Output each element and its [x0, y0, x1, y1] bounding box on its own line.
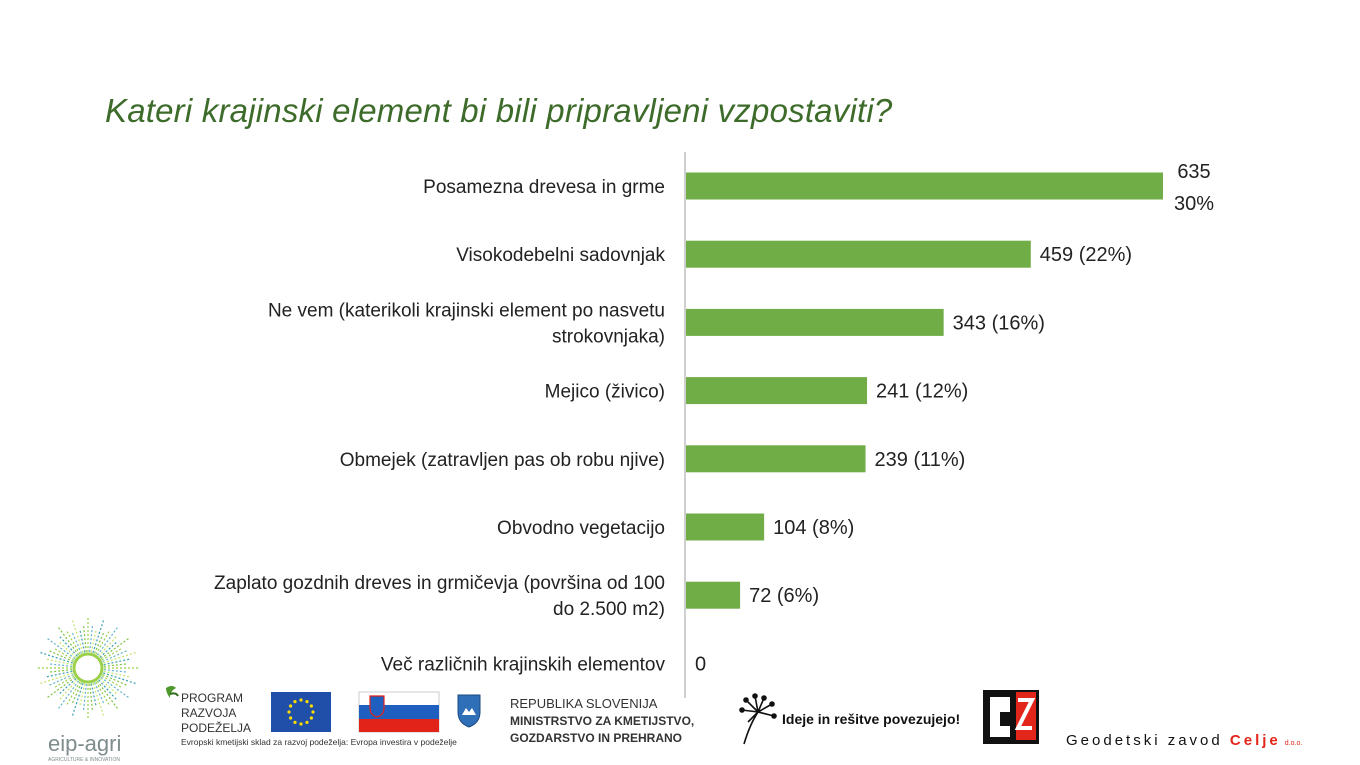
eu-flag-icon — [271, 692, 331, 732]
ministry-line3: GOZDARSTVO IN PREHRANO — [510, 731, 682, 745]
bar — [686, 513, 765, 541]
prp-logo: PROGRAM RAZVOJA PODEŽELJA Evropski kmeti… — [166, 686, 457, 747]
category-label: Obvodno vegetacijo — [497, 518, 665, 539]
bar — [686, 240, 1031, 268]
data-label: 104 (8%) — [773, 517, 854, 539]
bar-chart: Posamezna drevesa in grme 635 30% Visokodeb… — [214, 152, 1214, 698]
bar — [686, 172, 1163, 200]
prp-line1: PROGRAM — [181, 691, 243, 705]
dandelion-icon — [739, 693, 777, 745]
data-label: 239 (11%) — [875, 449, 966, 471]
data-label: 459 (22%) — [1040, 244, 1132, 266]
bar — [686, 581, 741, 609]
eip-agri-logo: eip-agri AGRICULTURE & INNOVATION — [36, 616, 140, 763]
chart-title: Kateri krajinski element bi bili priprav… — [105, 92, 893, 129]
category-label: Visokodebelni sadovnjak — [456, 245, 665, 266]
eip-logo-subtitle: AGRICULTURE & INNOVATION — [48, 757, 120, 763]
footer-logos: eip-agri AGRICULTURE & INNOVATION PROGRA… — [36, 616, 1302, 763]
category-label: Zaplato gozdnih dreves in grmičevja (pov… — [214, 573, 665, 620]
eu-fund-caption: Evropski kmetijski sklad za razvoj podež… — [181, 737, 457, 747]
eip-logo-text: eip-agri — [48, 731, 121, 756]
bar — [686, 308, 944, 336]
category-label: Obmejek (zatravljen pas ob robu njive) — [340, 450, 665, 471]
slovenia-flag-icon — [358, 691, 440, 733]
ministry-line1: REPUBLIKA SLOVENIJA — [510, 696, 658, 711]
data-label: 635 30% — [1174, 161, 1214, 215]
coat-of-arms-icon — [457, 694, 481, 728]
prp-line3: PODEŽELJA — [181, 720, 251, 735]
bar — [686, 377, 868, 405]
gz-company-name: Geodetski zavod Celje d.o.o. — [1066, 732, 1302, 749]
category-label: Več različnih krajinskih elementov — [381, 654, 666, 675]
category-label: Ne vem (katerikoli krajinski element po … — [268, 300, 665, 347]
prp-line2: RAZVOJA — [181, 706, 236, 720]
data-label: 0 — [695, 653, 706, 675]
data-label: 343 (16%) — [953, 312, 1045, 334]
category-label: Mejico (živico) — [545, 382, 665, 403]
ministry-logo: REPUBLIKA SLOVENIJA MINISTRSTVO ZA KMETI… — [510, 696, 694, 745]
data-label: 72 (6%) — [749, 585, 819, 607]
category-label: Posamezna drevesa in grme — [423, 177, 665, 198]
bar — [686, 445, 866, 473]
ministry-line2: MINISTRSTVO ZA KMETIJSTVO, — [510, 714, 694, 728]
gz-logo-icon — [983, 690, 1039, 744]
data-label: 241 (12%) — [876, 381, 968, 403]
slogan-text: Ideje in rešitve povezujejo! — [782, 711, 960, 727]
